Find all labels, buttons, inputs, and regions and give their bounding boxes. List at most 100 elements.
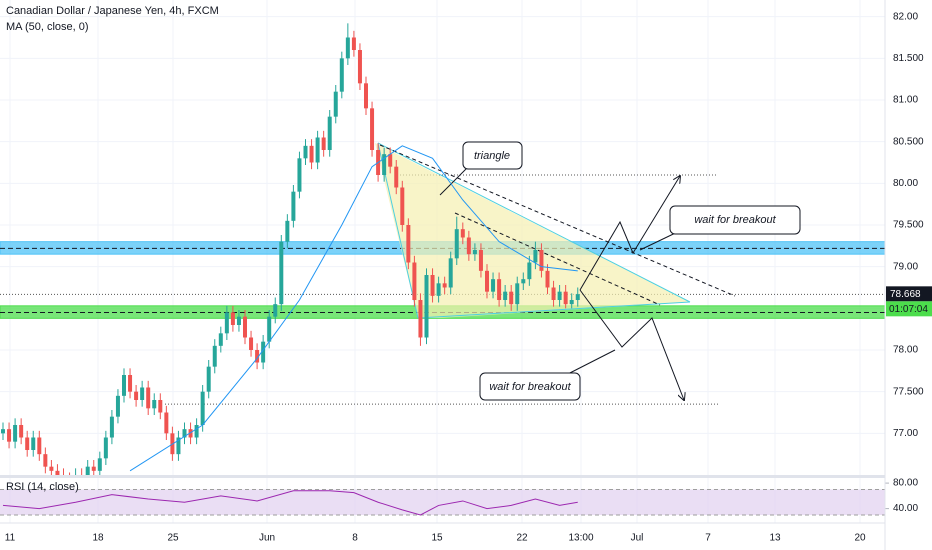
dashed-trend xyxy=(454,212,661,306)
y-tick-label: 77.500 xyxy=(893,386,924,397)
callout-text: triangle xyxy=(474,150,510,162)
triangle-fill xyxy=(375,143,690,318)
candle-body xyxy=(345,37,350,59)
ma-line xyxy=(129,145,578,472)
candle-body xyxy=(128,375,133,392)
indicator-label: RSI (14, close) xyxy=(6,481,79,493)
y-tick-label: 82.00 xyxy=(893,11,918,22)
candle-body xyxy=(364,83,368,109)
candle-body xyxy=(182,429,187,438)
rsi-line xyxy=(2,490,578,516)
candle-body xyxy=(545,270,550,288)
x-tick-label: 13:00 xyxy=(568,533,593,544)
candle-body xyxy=(400,187,405,225)
rsi-band xyxy=(0,489,885,515)
candle-body xyxy=(212,345,217,367)
drawings xyxy=(375,142,736,400)
candle-body xyxy=(261,341,266,363)
candle-body xyxy=(327,116,332,150)
candle-body xyxy=(315,137,320,163)
candle-body xyxy=(146,387,151,409)
candle-body xyxy=(176,437,181,455)
indicator-label: MA (50, close, 0) xyxy=(6,21,89,33)
callout-text: wait for breakout xyxy=(694,214,776,226)
candle-body xyxy=(339,58,344,92)
candle-body xyxy=(97,458,102,471)
candle-body xyxy=(303,145,308,159)
candle-body xyxy=(291,191,296,221)
candle-body xyxy=(31,437,36,450)
countdown: 01:07:04 xyxy=(889,304,928,315)
y-tick-label: 77.00 xyxy=(893,428,918,439)
candle-body xyxy=(436,283,441,296)
candle-body xyxy=(472,250,477,255)
candle-body xyxy=(394,166,399,188)
candle-body xyxy=(297,158,302,192)
candle-body xyxy=(273,304,278,317)
candle-body xyxy=(285,220,290,242)
price-label-box xyxy=(886,286,932,302)
candle-body xyxy=(551,287,556,300)
candle-body xyxy=(200,391,205,425)
candle-body xyxy=(351,37,356,50)
triangle-lower xyxy=(417,301,691,319)
countdown-box xyxy=(886,301,932,317)
candle-body xyxy=(19,425,24,438)
candle-body xyxy=(563,291,568,305)
candle-body xyxy=(152,400,157,409)
x-tick-label: 15 xyxy=(431,533,443,544)
callout-text: wait for breakout xyxy=(489,381,571,393)
x-tick-label: 7 xyxy=(705,533,711,544)
x-tick-label: 11 xyxy=(5,533,16,544)
callout-box xyxy=(479,372,581,401)
candle-body xyxy=(557,291,562,300)
candle-body xyxy=(333,91,338,117)
x-tick-label: Jul xyxy=(631,533,644,544)
callout-box xyxy=(462,141,523,170)
candle-body xyxy=(243,316,247,338)
candle-body xyxy=(309,145,314,163)
chart-title: Canadian Dollar / Japanese Yen, 4h, FXCM xyxy=(6,5,219,17)
candle-body xyxy=(357,50,362,84)
y-tick-label: 79.00 xyxy=(893,261,918,272)
candle-body xyxy=(158,400,163,413)
candle-body xyxy=(478,250,483,271)
x-tick-label: 18 xyxy=(92,533,104,544)
candle-body xyxy=(527,262,532,280)
candle-body xyxy=(569,300,574,305)
triangle-upper xyxy=(377,142,691,303)
x-tick-label: 20 xyxy=(854,533,866,544)
candle-body xyxy=(164,412,169,434)
candle-body xyxy=(1,429,5,434)
arrow-up xyxy=(579,176,680,291)
axes: 82.0081.50081.0080.50080.0079.50079.0078… xyxy=(5,11,932,544)
candle-body xyxy=(515,283,520,305)
candle-body xyxy=(206,366,211,392)
x-tick-label: 13 xyxy=(769,533,781,544)
candle-body xyxy=(188,429,193,438)
x-tick-label: Jun xyxy=(259,533,275,544)
candle-body xyxy=(279,241,284,305)
candle-body xyxy=(418,300,423,338)
callout-pointer xyxy=(439,164,471,196)
candle-body xyxy=(460,229,465,238)
candle-body xyxy=(230,312,235,325)
candle-body xyxy=(382,154,387,175)
x-tick-label: 22 xyxy=(516,533,528,544)
dashed-trend xyxy=(379,144,736,297)
candle-body xyxy=(25,437,30,450)
candle-body xyxy=(539,250,544,271)
candle-body xyxy=(521,279,526,284)
candle-body xyxy=(140,387,145,400)
candle-body xyxy=(406,225,411,263)
rsi-pane xyxy=(0,482,889,516)
candle-body xyxy=(55,470,60,475)
y-tick-label: 80.500 xyxy=(893,136,924,147)
callout-box xyxy=(669,205,801,235)
x-tick-label: 8 xyxy=(352,533,358,544)
candle-body xyxy=(503,291,508,300)
candle-body xyxy=(7,429,12,442)
candle-body xyxy=(109,416,114,438)
candle-body xyxy=(134,391,139,400)
